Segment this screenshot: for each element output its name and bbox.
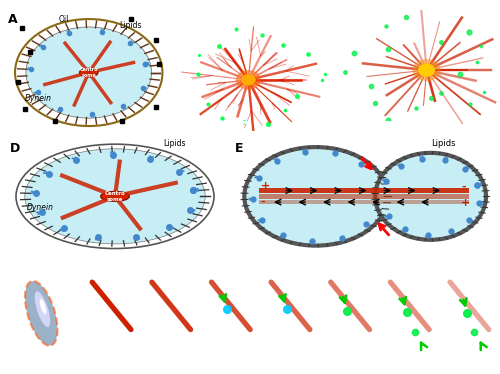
Text: G: G — [85, 265, 95, 278]
Circle shape — [419, 64, 434, 76]
Ellipse shape — [244, 147, 388, 246]
Ellipse shape — [25, 281, 58, 346]
Ellipse shape — [80, 68, 98, 77]
Circle shape — [413, 60, 440, 80]
Text: Lipids: Lipids — [164, 140, 186, 148]
Text: -: - — [260, 197, 265, 207]
Circle shape — [242, 75, 255, 85]
Bar — [258, 194, 469, 199]
Text: Dynein: Dynein — [25, 94, 52, 102]
Text: D: D — [10, 142, 20, 155]
Bar — [258, 200, 469, 205]
Ellipse shape — [26, 27, 152, 118]
Text: +: + — [461, 198, 470, 208]
Text: B: B — [180, 13, 190, 26]
Text: -: - — [461, 182, 466, 192]
Text: Centro
some: Centro some — [104, 191, 126, 202]
Ellipse shape — [375, 153, 486, 240]
Text: Lipids: Lipids — [430, 140, 455, 148]
Text: Centro
some: Centro some — [80, 67, 98, 78]
Ellipse shape — [100, 191, 130, 201]
Ellipse shape — [34, 291, 50, 327]
Text: A: A — [8, 13, 18, 26]
Text: E: E — [236, 142, 244, 155]
Text: Lipids: Lipids — [120, 21, 142, 30]
Text: F: F — [6, 265, 15, 278]
Circle shape — [236, 71, 260, 89]
Ellipse shape — [40, 299, 46, 314]
Bar — [258, 188, 469, 193]
Text: C: C — [343, 13, 352, 26]
Text: +: + — [260, 181, 270, 191]
Text: Oil: Oil — [58, 15, 69, 24]
Ellipse shape — [25, 149, 205, 244]
Text: Dynein: Dynein — [27, 203, 54, 212]
